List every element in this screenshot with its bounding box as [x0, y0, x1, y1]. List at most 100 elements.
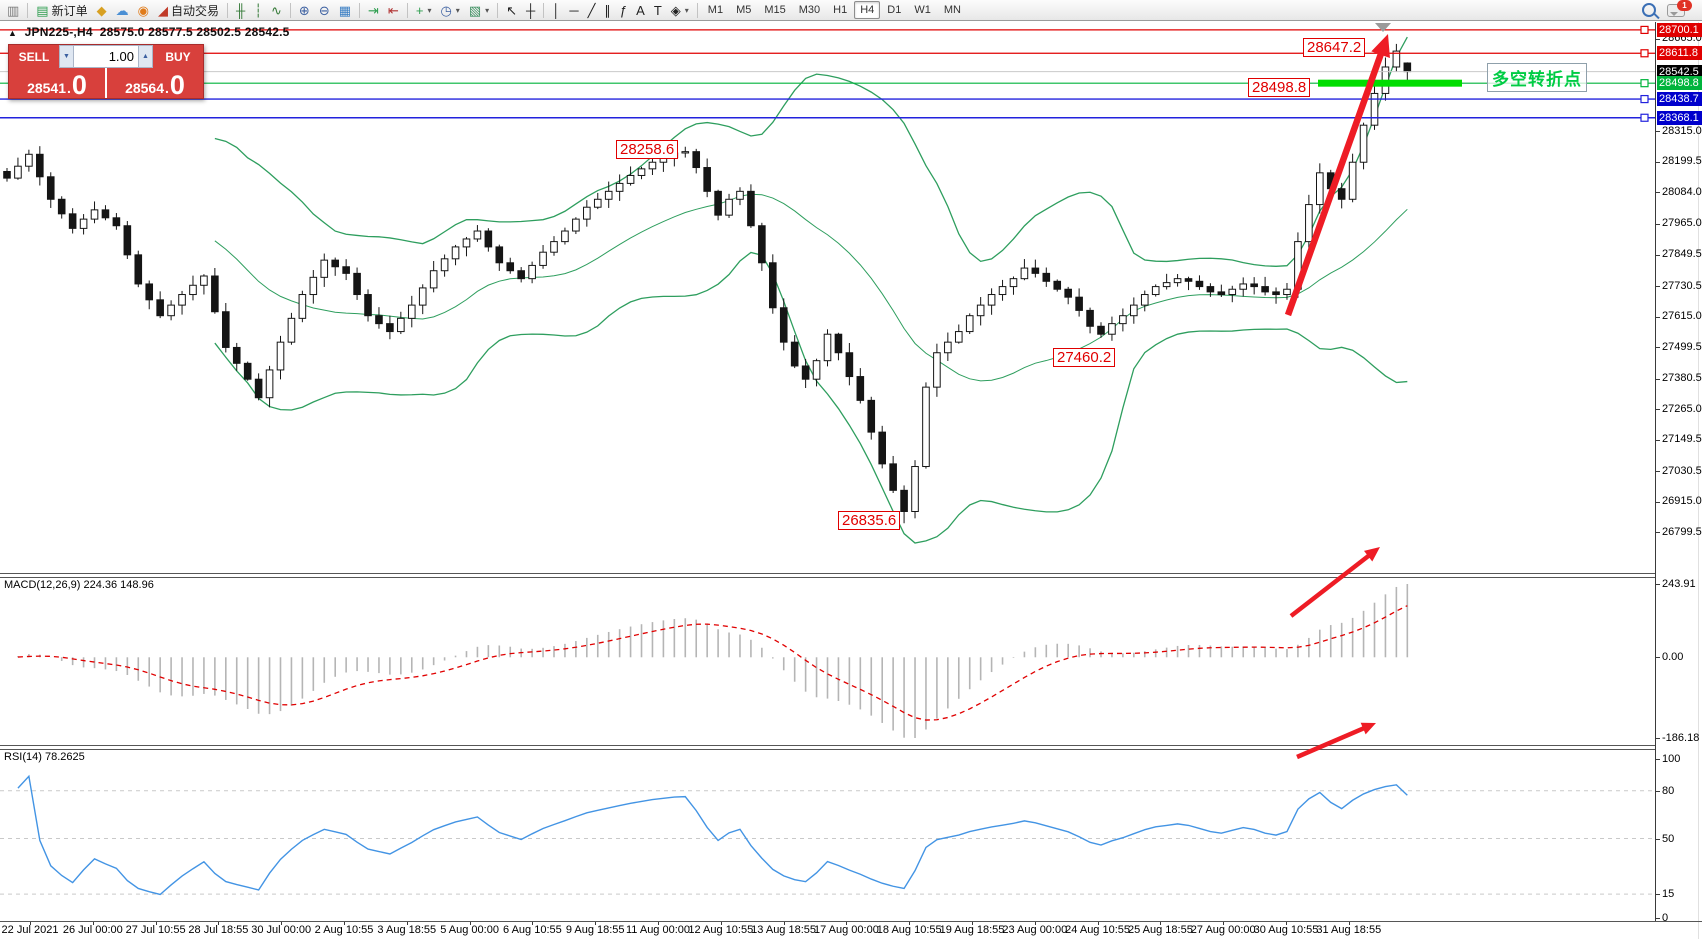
chart-candles-icon[interactable]: ╫	[232, 0, 249, 20]
rsi-pane[interactable]	[0, 748, 1655, 921]
time-label: 24 Aug 10:55	[1065, 924, 1131, 936]
time-tick-mark	[846, 921, 848, 925]
new-order-button[interactable]: ▤ 新订单	[32, 0, 91, 20]
support-band[interactable]	[1318, 79, 1462, 87]
chevron-down-icon: ▾	[427, 5, 432, 15]
time-label: 19 Aug 18:55	[939, 924, 1005, 936]
timeframe-button-m5[interactable]: M5	[736, 4, 752, 16]
rsi-tick-mark	[1655, 838, 1660, 840]
price-tick: 27615.0	[1662, 310, 1702, 322]
sell-price-display[interactable]: 28541. 0	[9, 68, 105, 101]
templates-icon[interactable]: ▧ ▾	[465, 0, 493, 20]
price-tick-mark	[1655, 532, 1660, 534]
text-icon[interactable]: A	[632, 0, 649, 20]
vertical-line-icon[interactable]: │	[548, 0, 564, 20]
timeframe-button-m30[interactable]: M30	[798, 4, 821, 16]
auto-trading-icon: ◢	[157, 2, 168, 18]
zoom-in-icon[interactable]: ⊕	[295, 0, 314, 20]
toolbar-separator	[696, 2, 698, 18]
auto-trading-button[interactable]: ◢ 自动交易	[154, 0, 223, 20]
market-watch-icon: ◆	[96, 2, 107, 18]
price-tag: 28368.1	[1657, 110, 1702, 125]
pane-separator[interactable]	[0, 573, 1655, 578]
timeframe-button-mn[interactable]: MN	[943, 4, 961, 16]
price-tag: 28700.1	[1657, 22, 1702, 37]
chart-line-icon[interactable]: ∿	[267, 0, 286, 20]
auto-scroll-icon[interactable]: ⇥	[364, 0, 383, 20]
macd-scale-value: 243.91	[1662, 578, 1696, 590]
add-indicator-icon[interactable]: + ▾	[412, 0, 436, 20]
notification-badge: 1	[1677, 0, 1692, 11]
time-tick-mark	[532, 921, 534, 925]
tile-windows-icon[interactable]: ▦	[335, 0, 355, 20]
price-annotation-label[interactable]: 28647.2	[1303, 38, 1366, 57]
chart-shift-icon[interactable]: ⇤	[384, 0, 403, 20]
price-tick-mark	[1655, 439, 1660, 441]
label-icon[interactable]: T	[650, 0, 666, 20]
price-annotation-label[interactable]: 27460.2	[1053, 348, 1116, 367]
sell-button[interactable]: SELL	[9, 45, 59, 68]
community-icon[interactable]: ☁	[112, 0, 133, 20]
volume-decrease-button[interactable]: ▼	[59, 45, 74, 68]
horizontal-line-icon[interactable]: ─	[565, 0, 582, 20]
timeframe-button-h4[interactable]: H4	[854, 1, 881, 19]
periods-icon[interactable]: ◷ ▾	[436, 0, 463, 20]
time-tick-mark	[909, 921, 911, 925]
timeframe-button-m1[interactable]: M1	[707, 4, 724, 16]
arrows-icon[interactable]: ◈ ▾	[667, 0, 693, 20]
price-annotation-label[interactable]: 26835.6	[838, 511, 901, 530]
buy-price-display[interactable]: 28564. 0	[107, 68, 203, 99]
macd-tick-mark	[1655, 584, 1660, 585]
text-icon: A	[636, 2, 645, 18]
rsi-tick-mark	[1655, 918, 1660, 919]
time-label: 26 Jul 00:00	[62, 924, 123, 936]
time-tick-mark	[1348, 921, 1350, 925]
cursor-icon[interactable]: ↖	[502, 0, 521, 20]
buy-button[interactable]: BUY	[153, 45, 203, 68]
time-tick-mark	[1034, 921, 1036, 925]
chart-bars-icon[interactable]: ┆	[250, 0, 266, 20]
search-icon[interactable]	[1642, 3, 1656, 17]
fibonacci-icon[interactable]: ƒ	[616, 0, 631, 20]
price-annotation-label[interactable]: 28258.6	[616, 140, 679, 159]
price-annotation-label[interactable]: 28498.8	[1248, 78, 1311, 97]
templates-icon: ▧	[468, 2, 482, 18]
candles	[3, 43, 1412, 524]
up-triangle-icon: ▲	[8, 28, 18, 38]
price-tick: 27730.5	[1662, 279, 1702, 292]
signals-icon[interactable]: ◉	[134, 0, 153, 20]
rsi-tick-mark	[1655, 759, 1660, 760]
timeframe-button-m15[interactable]: M15	[764, 4, 786, 16]
time-tick-mark	[281, 921, 283, 925]
time-tick-mark	[595, 921, 597, 925]
time-tick-mark	[1223, 921, 1225, 925]
price-tick: 28315.0	[1662, 124, 1702, 137]
price-tick: 27149.5	[1662, 433, 1702, 446]
trendline-icon[interactable]: ╱	[584, 0, 600, 20]
timeframe-button-h1[interactable]: H1	[833, 4, 848, 16]
time-label: 30 Aug 10:55	[1253, 924, 1319, 936]
chat-icon[interactable]: 1	[1667, 0, 1692, 17]
turning-point-callout[interactable]: 多空转折点	[1487, 63, 1587, 92]
market-watch-icon[interactable]: ◆	[93, 0, 111, 20]
price-tick-mark	[1655, 409, 1660, 411]
accounts-icon[interactable]: ▥	[3, 0, 23, 20]
main-chart-pane[interactable]	[0, 22, 1655, 575]
timeframe-button-d1[interactable]: D1	[887, 4, 902, 16]
chevron-down-icon: ▾	[455, 5, 460, 15]
volume-increase-button[interactable]: ▲	[138, 45, 153, 68]
bollinger-bands	[214, 36, 1408, 544]
crosshair-icon[interactable]: ┼	[522, 0, 539, 20]
volume-input[interactable]	[74, 45, 138, 68]
time-label: 27 Aug 00:00	[1190, 924, 1256, 936]
pane-separator[interactable]	[0, 745, 1655, 750]
time-tick-mark	[218, 921, 220, 925]
time-label: 13 Aug 18:55	[751, 924, 817, 936]
price-tick: 27380.5	[1662, 372, 1702, 385]
zoom-out-icon[interactable]: ⊖	[315, 0, 334, 20]
timeframe-button-w1[interactable]: W1	[914, 4, 931, 16]
macd-pane[interactable]	[0, 576, 1655, 746]
channel-icon[interactable]: ∥	[600, 0, 615, 20]
price-tick-mark	[1655, 347, 1660, 349]
sell-price-pip: 0	[71, 70, 87, 101]
